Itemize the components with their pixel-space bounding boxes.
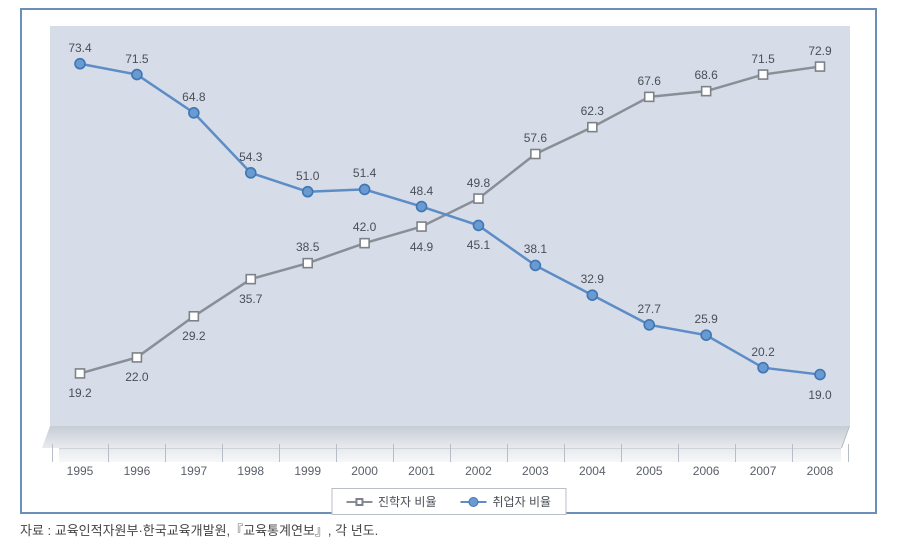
chart-container: 19.2 22.0 29.2 35.7 38.5 42.0 44.9 49.8 57.6 62.3… xyxy=(0,0,897,552)
data-label-enroll-0: 19.2 xyxy=(68,386,91,400)
data-label-enroll-6: 44.9 xyxy=(410,240,433,254)
x-label-2008: 2008 xyxy=(807,464,834,478)
x-tick-5 xyxy=(336,444,337,462)
x-label-1997: 1997 xyxy=(180,464,207,478)
x-tick-3 xyxy=(222,444,223,462)
x-label-1995: 1995 xyxy=(67,464,94,478)
data-label-enroll-11: 68.6 xyxy=(694,68,717,82)
data-label-employ-8: 38.1 xyxy=(524,242,547,256)
data-label-employ-2: 64.8 xyxy=(182,90,205,104)
x-label-2000: 2000 xyxy=(351,464,378,478)
data-label-enroll-5: 42.0 xyxy=(353,220,376,234)
x-label-2002: 2002 xyxy=(465,464,492,478)
x-tick-14 xyxy=(848,444,849,462)
x-label-2005: 2005 xyxy=(636,464,663,478)
chart-frame: 19.2 22.0 29.2 35.7 38.5 42.0 44.9 49.8 57.6 62.3… xyxy=(20,8,877,514)
x-tick-1 xyxy=(108,444,109,462)
plot-area: 19.2 22.0 29.2 35.7 38.5 42.0 44.9 49.8 57.6 62.3… xyxy=(50,26,850,426)
legend-item-enroll: 진학자 비율 xyxy=(346,493,437,510)
source-text: 자료 : 교육인적자원부·한국교육개발원,『교육통계연보』, 각 년도. xyxy=(20,520,378,539)
data-label-employ-0: 73.4 xyxy=(68,41,91,55)
data-label-employ-13: 19.0 xyxy=(808,388,831,402)
data-label-employ-5: 51.4 xyxy=(353,166,376,180)
x-tick-10 xyxy=(621,444,622,462)
data-label-enroll-9: 62.3 xyxy=(581,104,604,118)
x-tick-2 xyxy=(165,444,166,462)
data-label-employ-1: 71.5 xyxy=(125,52,148,66)
x-tick-7 xyxy=(450,444,451,462)
data-label-enroll-3: 35.7 xyxy=(239,292,262,306)
x-label-1996: 1996 xyxy=(124,464,151,478)
data-label-employ-10: 27.7 xyxy=(638,302,661,316)
legend: 진학자 비율 취업자 비율 xyxy=(331,488,566,515)
x-tick-9 xyxy=(564,444,565,462)
labels-layer: 19.2 22.0 29.2 35.7 38.5 42.0 44.9 49.8 57.6 62.3… xyxy=(50,26,850,426)
data-label-enroll-2: 29.2 xyxy=(182,329,205,343)
x-label-2001: 2001 xyxy=(408,464,435,478)
x-tick-11 xyxy=(678,444,679,462)
data-label-employ-3: 54.3 xyxy=(239,150,262,164)
x-label-1998: 1998 xyxy=(237,464,264,478)
legend-label-employ: 취업자 비율 xyxy=(493,493,552,510)
plot-floor-skew xyxy=(42,426,850,448)
data-label-employ-9: 32.9 xyxy=(581,272,604,286)
data-label-enroll-4: 38.5 xyxy=(296,240,319,254)
x-tick-4 xyxy=(279,444,280,462)
legend-item-employ: 취업자 비율 xyxy=(461,493,552,510)
x-label-1999: 1999 xyxy=(294,464,321,478)
data-label-enroll-7: 49.8 xyxy=(467,176,490,190)
data-label-employ-6: 48.4 xyxy=(410,184,433,198)
x-tick-12 xyxy=(735,444,736,462)
legend-marker-enroll xyxy=(346,501,372,503)
x-tick-6 xyxy=(393,444,394,462)
x-label-2004: 2004 xyxy=(579,464,606,478)
x-tick-8 xyxy=(507,444,508,462)
x-label-2003: 2003 xyxy=(522,464,549,478)
x-tick-13 xyxy=(792,444,793,462)
legend-label-enroll: 진학자 비율 xyxy=(378,493,437,510)
data-label-enroll-1: 22.0 xyxy=(125,370,148,384)
data-label-employ-12: 20.2 xyxy=(751,345,774,359)
data-label-enroll-10: 67.6 xyxy=(638,74,661,88)
x-label-2006: 2006 xyxy=(693,464,720,478)
data-label-employ-4: 51.0 xyxy=(296,169,319,183)
data-label-enroll-13: 72.9 xyxy=(808,44,831,58)
data-label-employ-11: 25.9 xyxy=(694,312,717,326)
x-tick-0 xyxy=(52,444,53,462)
data-label-employ-7: 45.1 xyxy=(467,238,490,252)
x-label-2007: 2007 xyxy=(750,464,777,478)
data-label-enroll-8: 57.6 xyxy=(524,131,547,145)
data-label-enroll-12: 71.5 xyxy=(751,52,774,66)
legend-marker-employ xyxy=(461,501,487,503)
